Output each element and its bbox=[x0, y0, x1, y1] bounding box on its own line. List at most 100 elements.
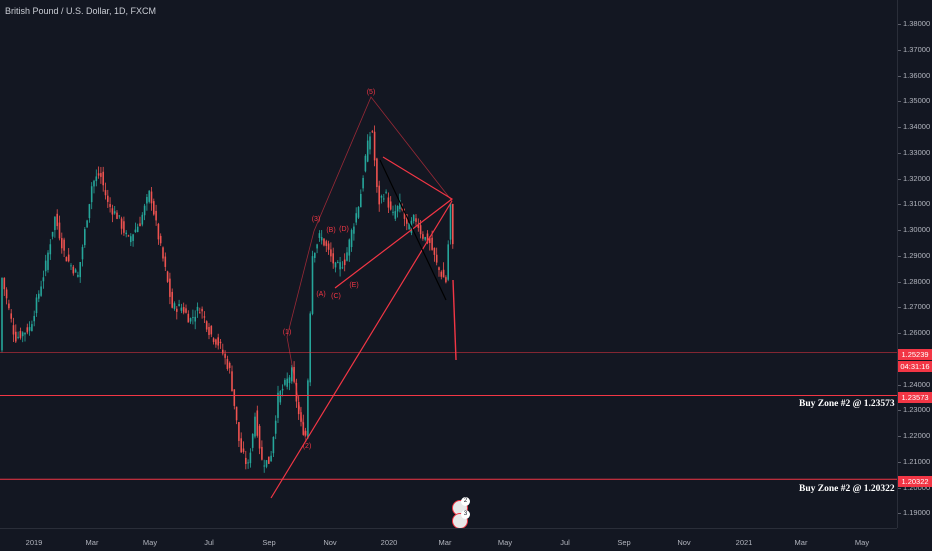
price-tick-label: 1.27000 bbox=[903, 302, 931, 312]
price-axis[interactable]: 1.38000 1.37000 1.36000 1.35000 1.34000 1.330… bbox=[897, 0, 932, 528]
candle-body bbox=[51, 231, 54, 237]
candle-body bbox=[256, 410, 259, 436]
time-tick-label: Sep bbox=[617, 538, 631, 547]
candle-body bbox=[254, 416, 256, 437]
candle-body bbox=[350, 230, 353, 248]
candle-body bbox=[178, 304, 180, 307]
candle-body bbox=[435, 254, 438, 263]
candle-body bbox=[412, 214, 415, 222]
candle-body bbox=[12, 325, 15, 335]
price-chart-canvas[interactable]: (1) (2) (3) (A) (B) (C) (D) (E) (5) bbox=[0, 0, 897, 528]
time-tick-label: 2021 bbox=[735, 538, 753, 547]
wave-label: (B) bbox=[326, 227, 335, 234]
time-axis[interactable]: 2019 Mar May Jul Sep Nov 2020 Mar May Jul Sep Nov 20… bbox=[0, 528, 897, 551]
candle-body bbox=[74, 269, 77, 273]
wave-label: (1) bbox=[283, 329, 292, 336]
candle-body bbox=[419, 225, 422, 235]
time-tick-label: Sep bbox=[262, 538, 276, 547]
candle-body bbox=[279, 391, 282, 403]
level-1-badge: 1.23573 bbox=[898, 392, 932, 403]
candle-body bbox=[215, 339, 217, 345]
candle-body bbox=[417, 224, 420, 228]
candle-body bbox=[1, 277, 3, 351]
candle-body bbox=[67, 254, 70, 262]
candle-body bbox=[222, 349, 224, 354]
price-tick-label: 1.23000 bbox=[903, 405, 931, 415]
candle-body bbox=[343, 259, 346, 266]
candle-body bbox=[438, 267, 440, 271]
candle-body bbox=[318, 233, 321, 238]
candle-body bbox=[217, 337, 219, 346]
price-tick-mark bbox=[898, 127, 901, 128]
candle-body bbox=[231, 371, 233, 392]
candle-body bbox=[339, 262, 341, 270]
price-tick-label: 1.20000 bbox=[903, 482, 931, 492]
time-tick-label: May bbox=[854, 538, 870, 547]
candle-body bbox=[28, 327, 31, 331]
candle-body bbox=[159, 235, 162, 244]
candle-body bbox=[104, 190, 107, 196]
price-tick-mark bbox=[898, 487, 901, 489]
candle-body bbox=[79, 262, 81, 278]
candle-body bbox=[58, 222, 61, 239]
candle-body bbox=[180, 307, 183, 311]
candle-body bbox=[394, 211, 397, 219]
candle-body bbox=[42, 277, 45, 282]
candle-body bbox=[157, 223, 160, 240]
candle-body bbox=[40, 286, 42, 296]
candle-body bbox=[176, 308, 178, 312]
candle-body bbox=[49, 244, 52, 255]
price-tick-mark bbox=[898, 307, 901, 309]
price-tick-label: 1.19000 bbox=[903, 508, 931, 518]
candle-body bbox=[373, 131, 376, 161]
wave-label: (A) bbox=[316, 291, 325, 298]
candle-body bbox=[378, 185, 380, 205]
candle-body bbox=[33, 315, 35, 322]
chart-area[interactable]: British Pound / U.S. Dollar, 1D, FXCM (1… bbox=[0, 0, 897, 529]
candle-body bbox=[445, 277, 447, 283]
candle-body bbox=[185, 308, 187, 313]
time-tick-label: Mar bbox=[794, 538, 808, 547]
symbol-title[interactable]: British Pound / U.S. Dollar, 1D, FXCM bbox=[5, 6, 157, 16]
candle-body bbox=[201, 308, 203, 312]
candle-body bbox=[320, 237, 323, 241]
candle-body bbox=[164, 256, 167, 267]
candle-body bbox=[132, 234, 134, 241]
candle-body bbox=[141, 214, 144, 225]
candle-body bbox=[300, 412, 302, 422]
candle-body bbox=[406, 214, 408, 224]
candle-body bbox=[210, 325, 213, 335]
candle-body bbox=[153, 201, 155, 215]
time-tick-label: Nov bbox=[677, 538, 691, 547]
price-tick-label: 1.38000 bbox=[903, 19, 931, 28]
candle-body bbox=[332, 253, 334, 264]
price-tick-mark bbox=[898, 255, 901, 257]
candle-body bbox=[54, 216, 56, 231]
time-tick-label: Mar bbox=[85, 538, 99, 547]
candle-body bbox=[118, 215, 121, 217]
candle-body bbox=[399, 200, 401, 210]
candle-body bbox=[242, 448, 245, 452]
candle-body bbox=[72, 266, 75, 274]
candle-body bbox=[212, 338, 215, 342]
candle-body bbox=[424, 237, 426, 240]
candle-body bbox=[107, 195, 109, 202]
candle-body bbox=[383, 198, 385, 200]
candle-body bbox=[100, 173, 102, 177]
wave-path bbox=[286, 96, 453, 443]
candle-body bbox=[360, 193, 362, 208]
candle-body bbox=[208, 327, 210, 335]
candle-body bbox=[171, 291, 173, 308]
candle-body bbox=[155, 210, 157, 221]
candle-body bbox=[353, 226, 355, 234]
candle-body bbox=[38, 293, 40, 299]
price-tick-label: 1.31000 bbox=[903, 199, 931, 209]
candle-body bbox=[189, 318, 192, 322]
candle-body bbox=[224, 353, 226, 358]
candle-body bbox=[247, 462, 249, 464]
price-tick-label: 1.28000 bbox=[903, 276, 931, 286]
candle-body bbox=[219, 341, 222, 344]
candle-body bbox=[77, 274, 79, 277]
candle-body bbox=[95, 176, 98, 182]
price-tick-label: 1.21000 bbox=[903, 456, 931, 466]
